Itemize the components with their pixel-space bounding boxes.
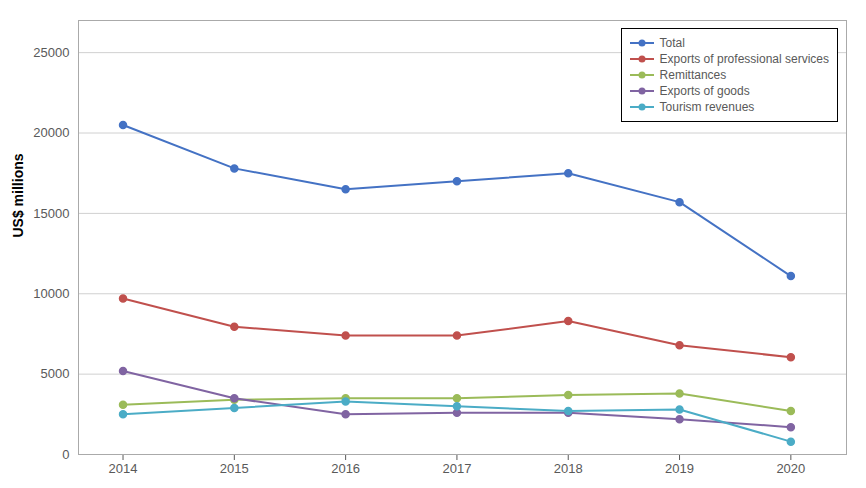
svg-text:15000: 15000	[33, 206, 69, 221]
svg-text:25000: 25000	[33, 45, 69, 60]
html-text:Exports of professional servic: Exports of professional services	[659, 52, 829, 66]
svg-text:20000: 20000	[33, 125, 69, 140]
svg-text:2015: 2015	[220, 461, 249, 476]
svg-text:2018: 2018	[554, 461, 583, 476]
html-text:Remittances: Remittances	[659, 68, 727, 82]
svg-text:2014: 2014	[109, 461, 138, 476]
svg-text:5000: 5000	[41, 366, 70, 381]
html-text:Total: Total	[659, 36, 685, 50]
svg-text:US$ millions: US$ millions	[10, 153, 26, 237]
svg-text:2020: 2020	[776, 461, 805, 476]
svg-text:2016: 2016	[331, 461, 360, 476]
svg-text:2017: 2017	[442, 461, 471, 476]
html-text:Exports of goods: Exports of goods	[659, 84, 750, 98]
svg-text:2019: 2019	[665, 461, 694, 476]
svg-text:0: 0	[62, 447, 69, 462]
svg-text:10000: 10000	[33, 286, 69, 301]
html-text:Tourism revenues: Tourism revenues	[659, 100, 755, 114]
